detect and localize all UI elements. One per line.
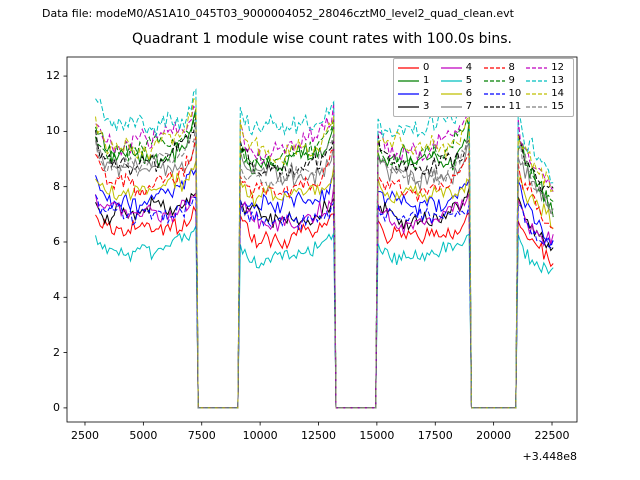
legend-label: 11 xyxy=(508,101,522,113)
legend-item-5: 5 xyxy=(440,74,484,86)
series-line-3 xyxy=(95,187,554,409)
y-tick-label: 4 xyxy=(53,290,60,304)
series-line-4 xyxy=(95,186,554,409)
series-line-12 xyxy=(95,102,554,409)
series-line-5 xyxy=(95,225,554,409)
y-tick-label: 12 xyxy=(46,69,60,83)
legend-item-4: 4 xyxy=(440,61,484,73)
legend-label: 10 xyxy=(508,88,522,100)
legend-item-9: 9 xyxy=(483,74,527,86)
series-line-10 xyxy=(95,194,554,409)
x-axis-offset-label: +3.448e8 xyxy=(522,450,577,463)
legend-line-sample xyxy=(483,93,505,95)
axes-frame xyxy=(66,56,578,423)
legend-label: 13 xyxy=(551,74,564,86)
legend-label: 12 xyxy=(551,61,564,73)
x-tick-label: 20000 xyxy=(476,429,512,442)
x-tick-label: 7500 xyxy=(187,429,216,442)
legend-line-sample xyxy=(440,80,462,82)
legend-line-sample xyxy=(483,66,505,69)
legend-label: 9 xyxy=(508,74,515,86)
legend-label: 1 xyxy=(423,74,430,86)
legend-line-sample xyxy=(398,93,419,95)
legend-line-sample xyxy=(483,80,505,82)
legend-label: 6 xyxy=(465,88,473,100)
legend-line-sample xyxy=(526,80,548,82)
legend-item-3: 3 xyxy=(398,102,441,112)
legend-item-13: 13 xyxy=(526,74,569,86)
legend-box: 0 1 2 3 4 5 6 7 8 9 10 11 12 13 14 15 xyxy=(393,58,574,117)
legend-label: 4 xyxy=(465,61,473,73)
series-line-15 xyxy=(95,123,554,409)
legend-line-sample xyxy=(398,106,419,109)
legend-item-15: 15 xyxy=(526,102,569,112)
series-line-0 xyxy=(95,205,554,409)
series-line-7 xyxy=(95,136,554,409)
x-tick-label: 15000 xyxy=(359,429,395,442)
y-tick-label: 10 xyxy=(46,124,60,138)
y-tick-label: 6 xyxy=(53,234,60,248)
legend-label: 2 xyxy=(423,88,430,100)
legend-item-8: 8 xyxy=(483,61,527,73)
series-layer xyxy=(95,79,554,409)
legend-label: 14 xyxy=(551,88,564,100)
legend-item-7: 7 xyxy=(440,101,484,113)
legend-item-14: 14 xyxy=(526,89,569,99)
chart-title: Quadrant 1 module wise count rates with … xyxy=(132,31,512,47)
legend-label: 8 xyxy=(508,61,515,73)
x-tick-label: 17500 xyxy=(417,429,453,442)
x-tick-label: 12500 xyxy=(300,429,336,442)
legend-item-10: 10 xyxy=(483,88,527,100)
legend-label: 0 xyxy=(423,61,430,73)
legend-line-sample xyxy=(440,106,462,109)
datafile-label: Data file: modeM0/AS1A10_045T03_90000040… xyxy=(42,7,514,20)
legend-line-sample xyxy=(526,66,548,69)
legend-label: 7 xyxy=(465,101,473,113)
x-tick-label: 5000 xyxy=(129,429,158,442)
legend-line-sample xyxy=(526,106,548,109)
legend-item-11: 11 xyxy=(483,101,527,113)
legend-line-sample xyxy=(398,80,419,82)
legend-label: 5 xyxy=(465,74,473,86)
series-line-6 xyxy=(95,160,554,409)
y-tick-label: 2 xyxy=(53,345,60,359)
legend-item-12: 12 xyxy=(526,61,569,73)
x-tick-label: 2500 xyxy=(70,429,99,442)
legend-label: 15 xyxy=(551,101,564,113)
series-line-14 xyxy=(95,98,554,409)
legend-item-0: 0 xyxy=(398,61,441,73)
x-tick-label: 10000 xyxy=(242,429,278,442)
x-tick-label: 22500 xyxy=(534,429,570,442)
legend-line-sample xyxy=(440,93,462,95)
y-tick-label: 0 xyxy=(53,400,60,414)
y-tick-label: 8 xyxy=(53,179,60,193)
series-line-9 xyxy=(95,111,554,409)
legend-line-sample xyxy=(398,66,419,69)
legend-line-sample xyxy=(526,93,548,95)
legend-line-sample xyxy=(440,66,462,69)
legend-line-sample xyxy=(483,106,505,109)
legend-item-2: 2 xyxy=(398,89,441,99)
legend-label: 3 xyxy=(423,101,430,113)
legend-item-1: 1 xyxy=(398,74,441,86)
legend-item-6: 6 xyxy=(440,88,484,100)
